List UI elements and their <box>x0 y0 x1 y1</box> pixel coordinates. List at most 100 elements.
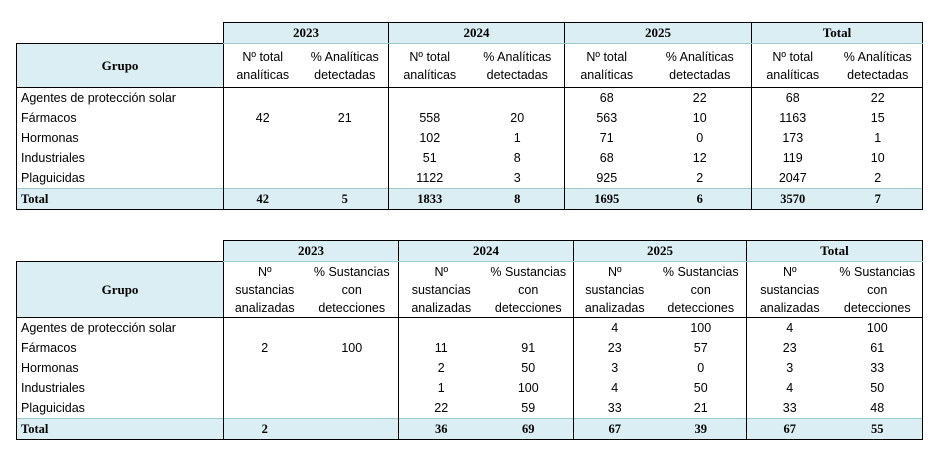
table-row: Plaguicidas 22 59 33 21 33 48 <box>16 398 924 419</box>
table-cell: 8 <box>513 151 521 165</box>
table-cell: 1163 <box>751 108 834 128</box>
table-cell: 61 <box>832 338 924 358</box>
table-cell: 50 <box>693 381 708 395</box>
table-cell: 1833 <box>388 188 471 210</box>
table-cell: 51 <box>388 148 471 168</box>
table-row: Plaguicidas 1122 3 925 2 2047 2 <box>16 168 924 189</box>
table-row: Fármacos 42 21 558 20 563 10 1163 15 <box>16 108 924 128</box>
table-row: Industriales 51 8 68 12 119 10 <box>16 148 924 168</box>
table-cell <box>223 398 306 419</box>
table-cell: 0 <box>696 131 704 145</box>
year-header-2025: 2025 <box>573 240 747 262</box>
table-cell <box>223 168 302 189</box>
table-cell: 100 <box>832 317 924 338</box>
total-label: Total <box>16 418 224 440</box>
table-cell: 39 <box>655 418 747 440</box>
table-cell: 55 <box>832 418 924 440</box>
table-cell: 23 <box>746 338 833 358</box>
table-cell <box>223 358 306 378</box>
table-cell: 4 <box>746 317 833 338</box>
table-cell <box>302 168 389 189</box>
table-cell: 21 <box>693 401 708 415</box>
table-cell: 23 <box>573 338 656 358</box>
year-header-2024: 2024 <box>388 22 565 44</box>
grupo-header: Grupo <box>16 43 224 88</box>
table-cell: 36 <box>398 418 484 440</box>
table-cell: 33 <box>746 398 833 419</box>
table-cell: 1122 <box>388 168 471 189</box>
year-header-2024: 2024 <box>398 240 574 262</box>
col-header-total-analiticas: Nº total analíticas <box>223 43 302 88</box>
table-cell <box>302 128 389 148</box>
year-header-2023: 2023 <box>223 240 399 262</box>
table-cell <box>223 317 306 338</box>
table-cell: 20 <box>510 111 525 125</box>
table-cell <box>223 148 302 168</box>
table-cell: 67 <box>746 418 833 440</box>
year-header-total: Total <box>750 22 924 44</box>
sustancias-table: 2023 2024 2025 Total Grupo Nº sustancias a… <box>16 240 924 440</box>
table-cell: 71 <box>564 128 649 148</box>
table-cell: 3 <box>746 358 833 378</box>
table-cell: 59 <box>521 401 536 415</box>
table-cell: 48 <box>832 398 924 419</box>
table-cell: 42 <box>223 188 302 210</box>
table-cell: 1 <box>513 131 521 145</box>
table-cell: 1695 <box>564 188 649 210</box>
col-header-sustancias-analizadas: Nº sustancias analizadas <box>398 261 484 318</box>
table-cell: 3570 <box>751 188 834 210</box>
table-cell: 3 <box>513 171 521 185</box>
table-cell <box>305 418 399 440</box>
table-cell <box>306 318 399 339</box>
table-cell: 68 <box>564 148 649 168</box>
table-cell <box>306 358 399 378</box>
table-cell: 42 <box>223 108 302 128</box>
table-cell: 2047 <box>751 168 834 189</box>
col-header-pct-detectadas: % Analíticas detectadas <box>648 43 752 88</box>
col-header-sustancias-analizadas: Nº sustancias analizadas <box>746 261 833 318</box>
table-cell: 33 <box>832 358 924 378</box>
col-header-pct-sustancias: % Sustancias con detecciones <box>483 261 574 318</box>
table-cell: 22 <box>833 87 924 108</box>
table-cell <box>223 87 302 108</box>
table-cell: 91 <box>521 341 536 355</box>
table-cell: 100 <box>517 381 539 395</box>
empty-corner <box>16 240 224 262</box>
col-header-pct-sustancias: % Sustancias con detecciones <box>655 261 747 318</box>
table-cell: 1 <box>398 378 484 398</box>
table-cell: 4 <box>746 378 833 398</box>
grupo-header: Grupo <box>16 261 224 318</box>
table-cell: 12 <box>692 151 707 165</box>
year-header-total: Total <box>745 240 924 262</box>
table-cell <box>306 398 399 419</box>
table-cell: 2 <box>223 418 306 440</box>
table-cell: 10 <box>692 111 707 125</box>
table-cell: 68 <box>564 87 649 108</box>
year-header-2023: 2023 <box>223 22 389 44</box>
table-cell: 21 <box>337 111 352 125</box>
col-header-total-analiticas: Nº total analíticas <box>751 43 834 88</box>
analiticas-table: 2023 2024 2025 Total Grupo Nº total analí… <box>16 22 924 210</box>
total-row: Total 2 36 69 67 39 67 55 <box>16 418 924 440</box>
table-cell: 119 <box>751 148 834 168</box>
table-cell: 102 <box>388 128 471 148</box>
table-cell <box>388 87 471 108</box>
table-cell: 1 <box>833 128 924 148</box>
table-cell <box>302 148 389 168</box>
table-cell: 33 <box>573 398 656 419</box>
year-header-2025: 2025 <box>564 22 752 44</box>
table-cell <box>484 318 574 339</box>
group-name-cell: Plaguicidas <box>16 398 224 419</box>
table-cell <box>223 128 302 148</box>
col-header-sustancias-analizadas: Nº sustancias analizadas <box>573 261 656 318</box>
col-header-pct-sustancias: % Sustancias con detecciones <box>832 261 924 318</box>
col-header-pct-detectadas: % Analíticas detectadas <box>470 43 565 88</box>
table-cell: 69 <box>483 418 574 440</box>
col-header-pct-detectadas: % Analíticas detectadas <box>301 43 389 88</box>
table-cell: 563 <box>564 108 649 128</box>
group-name-cell: Plaguicidas <box>16 168 224 189</box>
total-row: Total 42 5 1833 8 1695 6 3570 7 <box>16 188 924 210</box>
table-cell: 67 <box>573 418 656 440</box>
table-row: Hormonas 2 50 3 0 3 33 <box>16 358 924 378</box>
table-row: Industriales 1 100 4 50 4 50 <box>16 378 924 398</box>
